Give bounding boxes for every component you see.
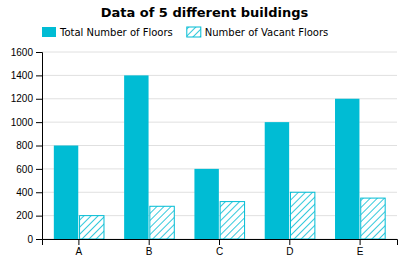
tick-mark bbox=[36, 122, 42, 123]
tick: E bbox=[357, 239, 364, 257]
tick-mark bbox=[36, 146, 42, 147]
bar bbox=[265, 122, 289, 239]
tick: 1000 bbox=[11, 117, 42, 128]
bar bbox=[124, 75, 148, 239]
legend-swatch bbox=[187, 27, 201, 37]
tick-mark bbox=[36, 239, 42, 240]
bar bbox=[335, 99, 359, 239]
tick: 600 bbox=[16, 164, 42, 175]
tick-mark bbox=[36, 75, 42, 76]
tick-label: C bbox=[216, 246, 223, 257]
tick-mark bbox=[360, 239, 361, 245]
tick: D bbox=[286, 239, 293, 257]
tick-label: 200 bbox=[16, 210, 33, 221]
tick-label: 1400 bbox=[11, 70, 34, 81]
legend-label: Total Number of Floors bbox=[59, 27, 173, 38]
tick-mark bbox=[289, 239, 290, 245]
chart-title: Data of 5 different buildings bbox=[101, 5, 309, 20]
plot: 0 200 400 600 800 1000 1200 1400 1600 A B C D E bbox=[11, 47, 398, 257]
tick: C bbox=[216, 239, 223, 257]
tick-mark bbox=[219, 239, 220, 245]
legend-swatch bbox=[42, 27, 56, 37]
tick-label: E bbox=[357, 246, 364, 257]
tick-label: 1000 bbox=[11, 117, 34, 128]
bar bbox=[80, 216, 104, 239]
tick-label: 1200 bbox=[11, 93, 34, 104]
bar-series bbox=[80, 192, 386, 239]
tick: 400 bbox=[16, 187, 42, 198]
tick-label: 600 bbox=[16, 164, 33, 175]
bar bbox=[54, 146, 78, 240]
tick-mark bbox=[36, 169, 42, 170]
y-axis: 0 200 400 600 800 1000 1200 1400 1600 bbox=[11, 47, 43, 245]
bar-series bbox=[54, 75, 360, 239]
grid-line bbox=[42, 75, 397, 76]
axis-domain bbox=[36, 53, 43, 240]
tick-label: 0 bbox=[27, 234, 33, 245]
tick-label: B bbox=[146, 246, 153, 257]
bar bbox=[220, 202, 244, 239]
tick-label: D bbox=[286, 246, 293, 257]
bar bbox=[361, 198, 385, 239]
tick-mark bbox=[36, 99, 42, 100]
grid bbox=[42, 52, 397, 239]
grid-line bbox=[42, 52, 397, 53]
tick-label: 400 bbox=[16, 187, 33, 198]
tick-mark bbox=[78, 239, 79, 245]
tick-label: A bbox=[76, 246, 83, 257]
tick-label: 1600 bbox=[11, 47, 34, 58]
tick: 1400 bbox=[11, 70, 42, 81]
tick: 1200 bbox=[11, 93, 42, 104]
legend-label: Number of Vacant Floors bbox=[205, 27, 329, 38]
bar bbox=[150, 206, 174, 239]
tick: A bbox=[76, 239, 83, 257]
tick-mark bbox=[36, 192, 42, 193]
tick-mark bbox=[36, 52, 42, 53]
tick-mark bbox=[36, 216, 42, 217]
bar bbox=[290, 192, 314, 239]
tick: 0 bbox=[27, 234, 42, 245]
legend: Total Number of Floors Number of Vacant F… bbox=[42, 27, 328, 38]
axis-domain bbox=[43, 240, 398, 246]
bars bbox=[54, 75, 385, 239]
legend-item: Total Number of Floors bbox=[42, 27, 173, 38]
legend-item: Number of Vacant Floors bbox=[187, 27, 329, 38]
tick: 1600 bbox=[11, 47, 42, 58]
tick-label: 800 bbox=[16, 140, 33, 151]
tick: 800 bbox=[16, 140, 42, 151]
tick: 200 bbox=[16, 210, 42, 221]
bar bbox=[194, 169, 218, 239]
x-axis: A B C D E bbox=[43, 239, 398, 257]
chart: Data of 5 different buildings 0 200 400 600 8… bbox=[0, 0, 409, 261]
tick-mark bbox=[149, 239, 150, 245]
tick: B bbox=[146, 239, 153, 257]
